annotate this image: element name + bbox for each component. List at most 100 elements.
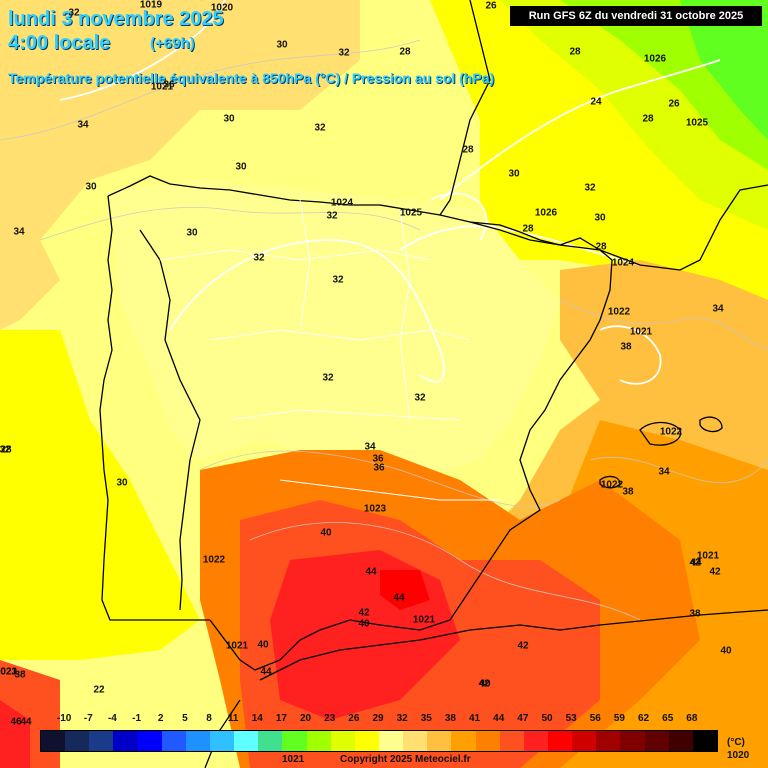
legend-tick-label: 59 [613, 713, 625, 724]
legend-tick-label: -10 [56, 713, 72, 724]
legend-tick-label: 41 [469, 713, 481, 724]
temperature-label: 30 [508, 168, 520, 180]
legend-swatch [185, 731, 210, 751]
temperature-label: 42 [689, 557, 701, 569]
legend-swatch [354, 731, 379, 751]
temperature-label: 32 [584, 182, 596, 194]
pressure-label: 1022 [202, 554, 226, 566]
pressure-label-bottom-right: 1020 [727, 750, 750, 761]
pressure-label: 1023 [363, 503, 387, 515]
legend-swatch [547, 731, 573, 751]
temperature-label: 30 [186, 227, 198, 239]
legend-swatch [692, 731, 717, 751]
legend-swatch [65, 731, 90, 751]
legend-tick-label: 68 [686, 713, 698, 724]
temperature-label: 38 [622, 486, 634, 498]
legend-tick-label: 62 [638, 713, 650, 724]
legend-tick-label: 23 [324, 713, 336, 724]
temperature-label: 44 [260, 666, 272, 678]
pressure-label: 1024 [330, 197, 354, 209]
legend-swatch [41, 731, 66, 751]
pressure-label: 1022 [607, 306, 631, 318]
temperature-label: 42 [517, 640, 529, 652]
temperature-label: 28 [595, 241, 607, 253]
legend-tick-label: 35 [420, 713, 432, 724]
pressure-label: 1020 [210, 2, 234, 14]
temperature-label: 28 [399, 46, 411, 58]
legend-swatch [209, 731, 235, 751]
temperature-label: 34 [13, 226, 25, 238]
temperature-label: 44 [20, 716, 32, 728]
legend-swatch [234, 731, 259, 751]
temperature-label: 22 [93, 684, 105, 696]
legend-tick-label: 53 [565, 713, 577, 724]
legend-tick-label: 8 [206, 713, 212, 724]
temperature-label: 26 [668, 98, 680, 110]
legend-swatch [475, 731, 500, 751]
legend-tick-label: 2 [157, 713, 164, 724]
temperature-label: 30 [223, 113, 235, 125]
pressure-label: 1021 [696, 550, 720, 562]
temperature-label: 28 [0, 444, 12, 456]
legend-swatch [306, 731, 331, 751]
temperature-label: 30 [85, 181, 97, 193]
temperature-label: 28 [642, 113, 654, 125]
legend-tick-label: -1 [132, 713, 142, 724]
temperature-label: 44 [393, 592, 405, 604]
temperature-label: 40 [257, 639, 269, 651]
legend-tick-label: 17 [275, 713, 287, 724]
temperature-label: 38 [14, 669, 26, 681]
pressure-label-bottom: 1021 [282, 754, 305, 765]
temperature-label: 32 [314, 122, 326, 134]
temperature-label: 36 [373, 462, 385, 474]
legend-tick-label: 11 [227, 713, 239, 724]
legend-tick-label: 38 [444, 713, 456, 724]
temperature-label: 40 [720, 645, 732, 657]
temperature-label: 42 [358, 607, 370, 619]
temperature-label: 46 [10, 716, 22, 728]
temperature-label: 34 [658, 466, 670, 478]
pressure-label: 1026 [643, 53, 667, 65]
legend-swatch [596, 731, 621, 751]
temperature-label: 32 [338, 47, 350, 59]
temperature-label: 32 [68, 7, 80, 19]
temperature-label: 24 [590, 96, 602, 108]
map-subtitle: Température potentielle équivalente à 85… [8, 70, 495, 86]
legend-swatch [668, 731, 693, 751]
legend-swatch [282, 731, 307, 751]
pressure-label: 1024 [611, 257, 635, 269]
temperature-label: 30 [116, 477, 128, 489]
temperature-label: 30 [276, 39, 288, 51]
temperature-label: 32 [322, 372, 334, 384]
temperature-label: 32 [253, 252, 265, 264]
pressure-label: 1021 [150, 81, 174, 93]
temperature-label: 44 [365, 566, 377, 578]
legend-tick-label: 14 [251, 713, 263, 724]
temperature-label: 32 [332, 274, 344, 286]
temperature-label: 32 [326, 210, 338, 222]
pressure-label: 1025 [685, 117, 709, 129]
temperature-label: 32 [0, 444, 11, 456]
legend-swatch [403, 731, 428, 751]
legend-tick-label: 29 [372, 713, 384, 724]
legend-swatch [113, 731, 138, 751]
legend-tick-label: 50 [541, 713, 553, 724]
copyright: Copyright 2025 Meteociel.fr [340, 754, 471, 765]
pressure-label: 1023 [0, 666, 18, 678]
temperature-label: 42 [478, 678, 490, 690]
legend-ticks: -10 -7 -4 -1 2 5 8 11 14 17 20 23 26 29 32 35 38 41 44 47 50… [40, 713, 716, 727]
legend-tick-label: 47 [517, 713, 529, 724]
temperature-label: 26 [485, 0, 497, 12]
legend-swatch [427, 731, 452, 751]
legend-swatch [499, 731, 524, 751]
temperature-label: 30 [235, 161, 247, 173]
legend-swatch [644, 731, 669, 751]
legend-swatch [451, 731, 476, 751]
temperature-label: 28 [569, 46, 581, 58]
pressure-label: 1021 [629, 326, 653, 338]
temperature-label: 28 [462, 144, 474, 156]
temperature-label: 34 [77, 119, 89, 131]
legend-tick-label: -4 [107, 713, 117, 724]
legend-swatch [137, 731, 162, 751]
